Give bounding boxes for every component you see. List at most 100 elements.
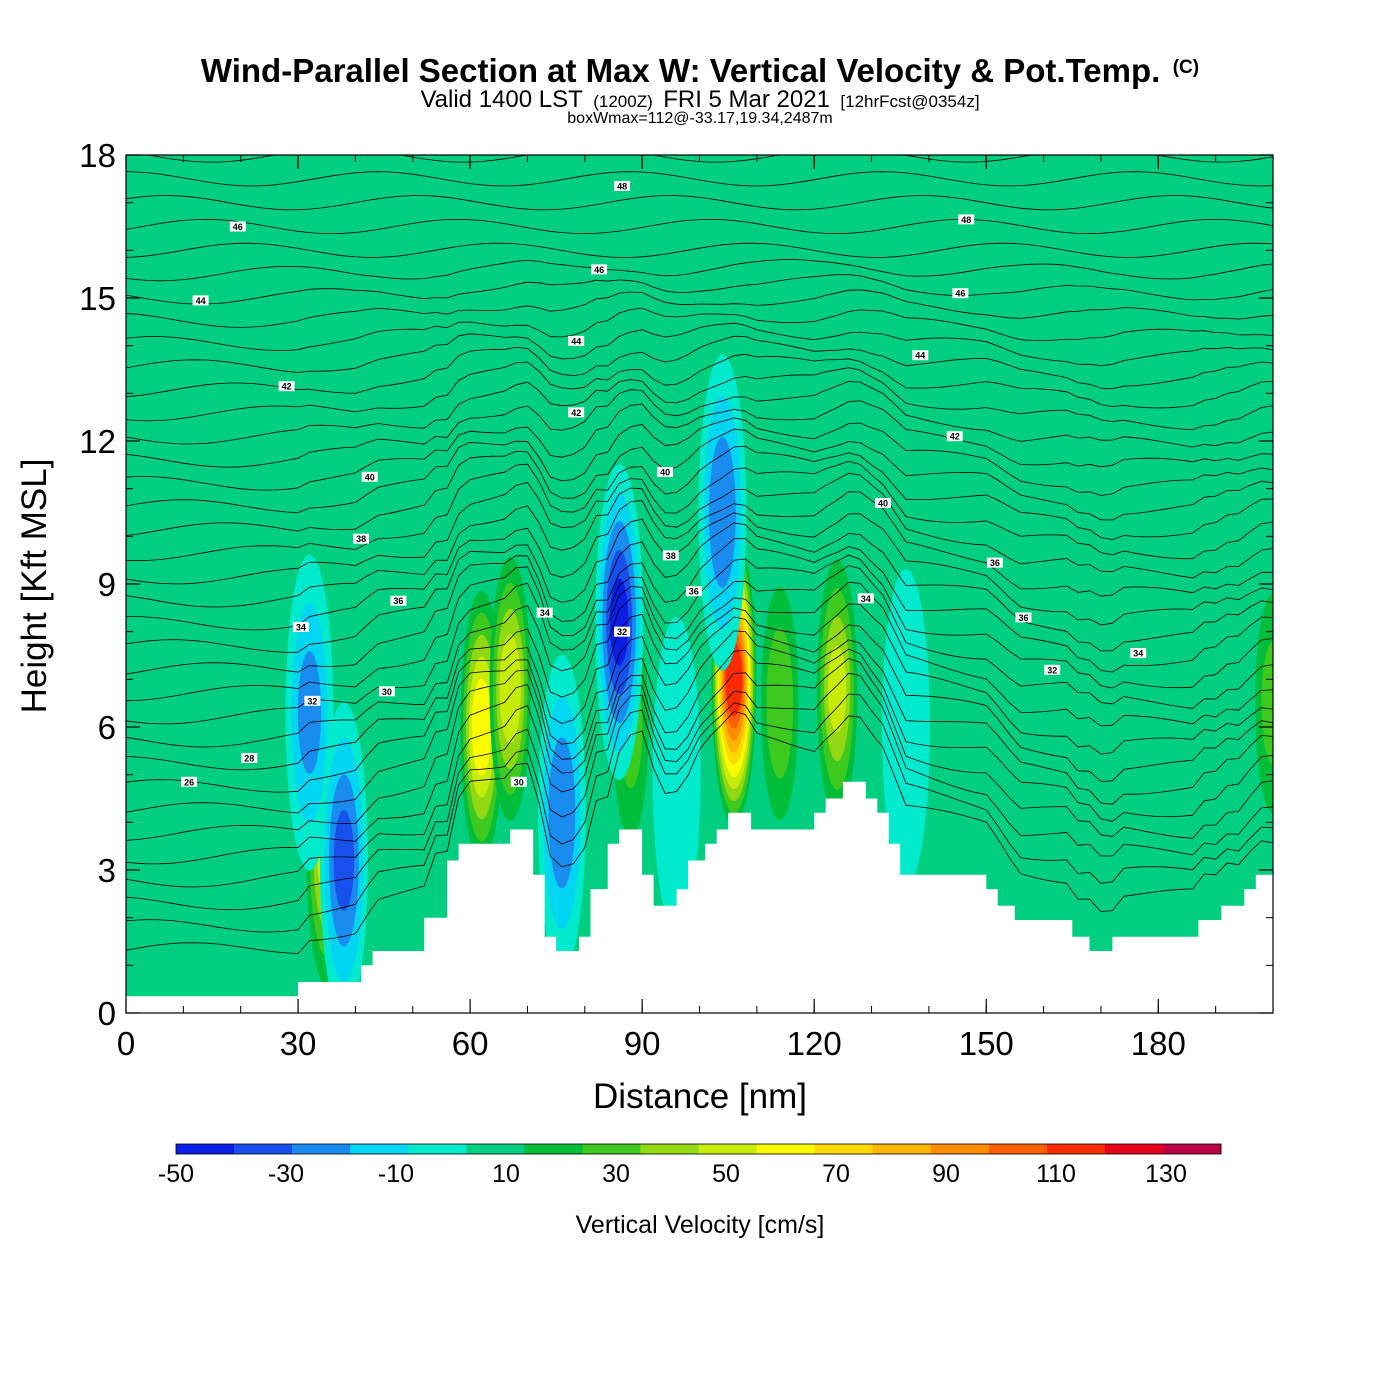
theta-label-10: 46 [229,221,246,232]
theta-line-3 [126,657,1273,888]
x-tick-label-3: 90 [624,1025,661,1062]
colorbar-tick-7: 90 [932,1160,960,1188]
theta-line-8 [126,581,1273,771]
updraft-core-3 [816,559,858,819]
theta-label-21: 34 [857,593,874,604]
colorbar-swatch-15 [1046,1144,1106,1154]
theta-label-16: 40 [657,467,674,478]
theta-label-text-16: 40 [660,468,670,478]
theta-label-text-22: 40 [878,499,888,509]
y-tick-label-4: 12 [79,423,116,460]
theta-line-13 [126,512,1273,653]
theta-line-9 [126,565,1273,748]
colorbar-label: Vertical Velocity [cm/s] [576,1211,825,1239]
theta-line-5 [126,630,1273,841]
x-tick-label-4: 120 [787,1025,842,1062]
y-tick-label-3: 9 [98,566,116,603]
colorbar-tick-1: -30 [268,1160,304,1188]
chart-title: Wind-Parallel Section at Max W: Vertical… [201,52,1199,89]
theta-label-0: 26 [181,776,198,787]
theta-label-8: 42 [278,381,295,392]
theta-label-24: 44 [912,350,929,361]
theta-line-11 [126,538,1273,702]
theta-label-25: 46 [952,288,969,299]
theta-label-13: 32 [614,626,631,637]
colorbar-swatch-13 [930,1144,990,1154]
theta-label-26: 48 [958,214,975,225]
downdraft-core-14 [882,569,930,885]
theta-label-text-23: 42 [950,432,960,442]
theta-label-9: 44 [192,295,209,306]
theta-label-5: 36 [390,595,407,606]
subtitle-forecast: [12hrFcst@0354z] [840,92,979,111]
x-tick-label-1: 30 [280,1025,317,1062]
theta-label-text-24: 44 [915,351,925,361]
theta-label-text-9: 44 [196,296,206,306]
theta-contours [126,131,1273,954]
velocity-band-3-3 [827,645,847,733]
theta-label-23: 42 [946,431,963,442]
colorbar-swatch-10 [756,1144,815,1154]
theta-label-text-4: 30 [382,687,392,697]
y-tick-label-0: 0 [98,995,116,1032]
theta-label-text-7: 40 [365,472,375,482]
velocity-band-13-0 [652,616,701,933]
velocity-band-14-0 [882,569,930,885]
theta-label-text-6: 38 [356,534,366,544]
theta-line-31 [126,218,1273,235]
y-tick-label-6: 18 [79,137,116,174]
y-tick-label-2: 6 [98,709,116,746]
theta-line-35 [126,131,1273,138]
colorbar-swatch-11 [814,1144,873,1154]
y-tick-label-5: 15 [79,280,116,317]
theta-label-27: 36 [986,557,1003,568]
downdraft-core-13 [652,616,701,933]
theta-label-1: 28 [241,753,258,764]
updraft-core-1 [460,590,503,864]
downdraft-core-9 [698,354,747,671]
x-tick-label-5: 150 [959,1025,1014,1062]
velocity-band-2-3 [499,634,521,744]
theta-line-27 [126,289,1273,328]
theta-label-text-14: 38 [666,551,676,561]
colorbar-tick-0: -50 [158,1160,194,1188]
x-tick-label-6: 180 [1131,1025,1186,1062]
theta-label-text-30: 34 [1133,649,1143,659]
theta-line-1 [126,693,1273,933]
subtitle-valid: Valid 1400 LST [420,86,583,113]
colorbar-swatch-14 [988,1144,1048,1154]
colorbar-swatch-0 [176,1144,235,1154]
theta-label-30: 34 [1130,648,1147,659]
theta-label-18: 44 [568,335,585,346]
theta-label-15: 36 [685,586,702,597]
theta-label-text-28: 36 [1018,613,1028,623]
chart-title-text: Wind-Parallel Section at Max W: Vertical… [201,52,1160,89]
theta-label-text-10: 46 [233,222,243,232]
theta-line-16 [126,460,1273,585]
theta-label-19: 46 [591,264,608,275]
velocity-band-11-3 [333,810,355,911]
chart-subtitle: Valid 1400 LST (1200Z) FRI 5 Mar 2021 [1… [420,86,979,113]
colorbar-swatch-17 [1162,1144,1222,1154]
theta-label-text-26: 48 [961,215,971,225]
theta-label-text-1: 28 [244,754,254,764]
updraft-core-7 [1255,593,1273,813]
theta-line-30 [126,242,1273,258]
theta-line-17 [126,445,1273,562]
plot-area: 26 28 32 34 30 36 38 40 42 44 46 30 34 32 38 36 40 42 44 46… [79,131,1274,1062]
theta-label-text-13: 32 [617,627,627,637]
theta-label-text-25: 46 [955,289,965,299]
colorbar-tick-9: 130 [1145,1160,1187,1188]
theta-label-29: 32 [1044,664,1061,675]
theta-label-text-15: 36 [689,587,699,597]
theta-line-4 [126,648,1273,865]
theta-label-4: 30 [378,686,395,697]
velocity-band-1-4 [471,678,492,776]
colorbar-swatch-5 [466,1144,525,1154]
theta-label-12: 34 [536,607,553,618]
theta-label-text-5: 36 [393,596,403,606]
y-axis-label: Height [Kft MSL] [15,459,54,714]
theta-label-text-0: 26 [184,777,194,787]
colorbar: -50 -30 -10 10 30 50 70 90 110 130 [158,1143,1222,1188]
